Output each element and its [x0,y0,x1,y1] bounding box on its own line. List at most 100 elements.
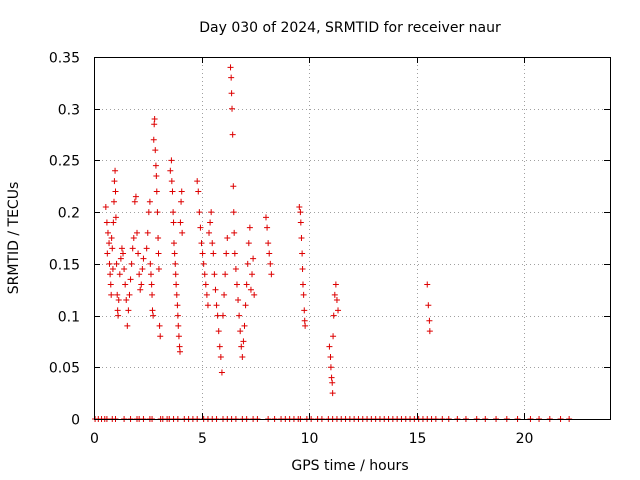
data-point [121,266,128,273]
data-point [174,312,181,319]
data-point [330,312,337,319]
data-point [151,116,158,123]
data-point [241,322,248,329]
data-point [213,302,220,309]
data-point [233,281,240,288]
data-point [194,178,201,185]
data-point [170,240,177,247]
data-point [147,271,154,278]
data-point [204,302,211,309]
data-point [178,198,185,205]
data-point [297,219,304,226]
data-point [120,250,127,257]
data-point [136,271,143,278]
data-point [110,198,117,205]
plot-frame [94,57,611,420]
data-point [221,291,228,298]
data-point [146,198,153,205]
data-point [172,260,179,267]
data-point [201,271,208,278]
data-point [333,297,340,304]
data-point [149,291,156,298]
data-point [135,250,142,257]
data-point [229,105,236,112]
data-point [268,271,275,278]
data-point [211,271,218,278]
grid-lines [94,57,610,419]
data-point [118,245,125,252]
data-point [129,245,136,252]
data-point [196,209,203,216]
data-point [197,224,204,231]
data-point [132,193,139,200]
data-point [150,312,157,319]
data-point [109,266,116,273]
data-point [327,364,334,371]
data-point [157,333,164,340]
y-tick-label: 0 [71,413,80,429]
data-point [173,291,180,298]
x-tick-label: 0 [90,431,99,447]
data-point [426,317,433,324]
data-point [228,74,235,81]
data-point [298,235,305,241]
x-tick-label: 20 [516,431,534,447]
data-point [209,240,216,247]
data-point [218,369,225,376]
axis-ticks [94,57,610,420]
data-point [131,198,138,205]
data-point [335,307,342,314]
data-point [327,353,334,360]
data-point [140,255,147,262]
y-tick-label: 0.1 [58,310,80,326]
x-tick-label: 10 [301,431,319,447]
data-point [232,266,239,273]
data-point [117,255,124,262]
data-point [115,297,122,304]
data-point [122,281,129,288]
data-point [230,183,237,190]
data-point [207,219,214,226]
y-axis-tick-labels: 0 0.05 0.1 0.15 0.2 0.25 0.3 0.35 [49,51,80,429]
data-point [300,291,307,298]
data-point [104,250,111,257]
data-point [112,167,119,174]
data-point [177,219,184,226]
data-point [426,328,433,335]
data-point [299,266,306,273]
data-point [152,162,159,169]
data-point [200,260,207,267]
data-point [199,250,206,257]
data-point [329,390,336,397]
data-point [147,260,154,267]
data-point [229,131,236,138]
data-point [329,379,336,386]
data-point [245,240,252,247]
data-point [127,276,134,283]
data-point [230,209,237,216]
data-point [247,286,254,293]
data-point [108,235,115,241]
data-point [424,281,431,288]
data-point [208,209,215,216]
data-point [177,348,183,355]
data-point [263,214,269,221]
data-point [203,291,210,298]
data-point [168,178,175,185]
data-point [242,302,249,309]
data-point [215,328,222,335]
y-tick-label: 0.2 [58,206,80,222]
data-point [114,307,121,314]
data-point [238,343,245,350]
data-point [251,291,258,298]
x-axis-label: GPS time / hours [291,458,408,474]
data-point [107,271,114,278]
data-point [331,291,338,298]
data-point [222,271,229,278]
data-point [106,260,113,267]
data-point [174,302,181,309]
data-point [143,245,150,252]
data-point [123,297,130,304]
y-tick-label: 0.15 [49,258,80,274]
